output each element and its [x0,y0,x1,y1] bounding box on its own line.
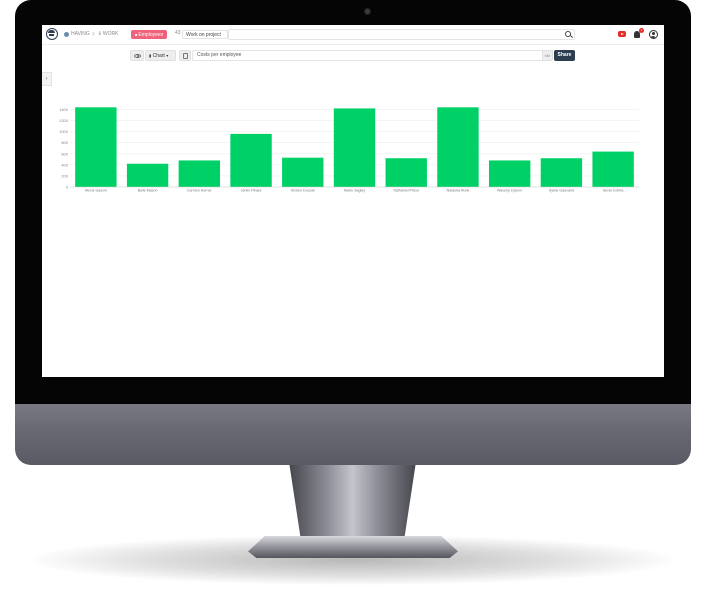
x-tick-label: Nathaniel Prieur [393,189,420,193]
document-button[interactable] [179,50,191,61]
bar-3[interactable] [230,133,272,187]
x-tick-label: Natasha Runk [447,189,470,193]
chevron-right-icon: › [92,29,95,38]
people-icon: ■ [135,32,138,37]
y-tick-label: 800 [61,140,68,145]
x-tick-label: Waverly Cyburn [497,189,522,193]
search-input[interactable] [228,29,575,40]
x-tick-label: Kirsten Ducoat [291,189,315,193]
bell-icon[interactable] [634,31,640,38]
monitor-stand-neck [289,462,416,542]
tag-employees[interactable]: ■Employees [131,30,168,39]
bar-10[interactable] [592,151,634,187]
chart-type-dropdown[interactable]: ▮ Chart ▾ [145,50,176,61]
app-screen: HAVING › ℹ WORK ■Employees 43 Work on pr… [42,25,664,377]
monitor-stand-foot [248,536,458,558]
breadcrumb-work[interactable]: ℹ WORK [99,31,119,37]
visibility-button[interactable] [130,50,144,61]
youtube-icon[interactable] [618,31,626,37]
caret-down-icon: ▾ [166,53,169,58]
monitor-chin [15,403,691,465]
sidebar-toggle[interactable]: › [42,72,52,86]
bar-7[interactable] [437,107,479,187]
camera-dot [364,8,371,15]
y-tick-label: 1400 [59,107,69,112]
breadcrumb-having[interactable]: HAVING [64,31,90,37]
bar-9[interactable] [540,158,583,187]
bar-0[interactable] [75,107,117,187]
y-tick-label: 1200 [59,118,69,123]
y-tick-label: 0 [66,185,69,190]
search-icon[interactable] [565,31,571,37]
bar-4[interactable] [282,157,324,187]
y-tick-label: 600 [61,151,68,156]
bar-6[interactable] [385,158,427,187]
document-icon [183,53,188,59]
user-icon[interactable] [649,30,658,39]
bar-chart-svg: 0 200 400 600 800 1000 1200 1400 Alexis Gauvin Be… [59,107,639,193]
bar-1[interactable] [126,163,169,187]
bar-8[interactable] [488,160,531,187]
x-tick-label: Jerkin Pinaut [241,189,262,193]
tag-work-on-project[interactable]: Work on project [182,30,228,39]
x-tick-label: Martu Sagley [344,189,365,193]
x-tick-label: Sevla Collins [603,189,624,193]
y-tick-label: 1000 [59,129,69,134]
info-icon: ℹ [99,31,101,37]
bar-5[interactable] [333,108,376,187]
avatar-icon[interactable] [46,28,58,40]
x-tick-label: Alexis Gauvin [85,189,107,193]
x-tick-label: Carmen Horner [187,189,213,193]
tag-count: 43 [175,30,181,36]
y-tick-label: 200 [61,173,68,178]
notification-badge: 1 [639,28,644,33]
code-button[interactable]: </> [542,50,553,61]
x-tick-label: Sylvie Gauvand [549,189,574,193]
bar-2[interactable] [178,160,221,187]
bar-chart: 0 200 400 600 800 1000 1200 1400 Alexis Gauvin Be… [42,95,664,195]
x-tick-label: Belle Mason [138,189,158,193]
eye-icon [134,53,141,58]
database-icon [64,31,69,37]
y-tick-label: 400 [61,162,68,167]
chart-title-input[interactable]: Costs per employee [192,50,553,61]
top-bar: HAVING › ℹ WORK ■Employees 43 Work on pr… [42,25,664,45]
chart-icon: ▮ [149,53,152,58]
share-button[interactable]: Share [554,50,575,61]
